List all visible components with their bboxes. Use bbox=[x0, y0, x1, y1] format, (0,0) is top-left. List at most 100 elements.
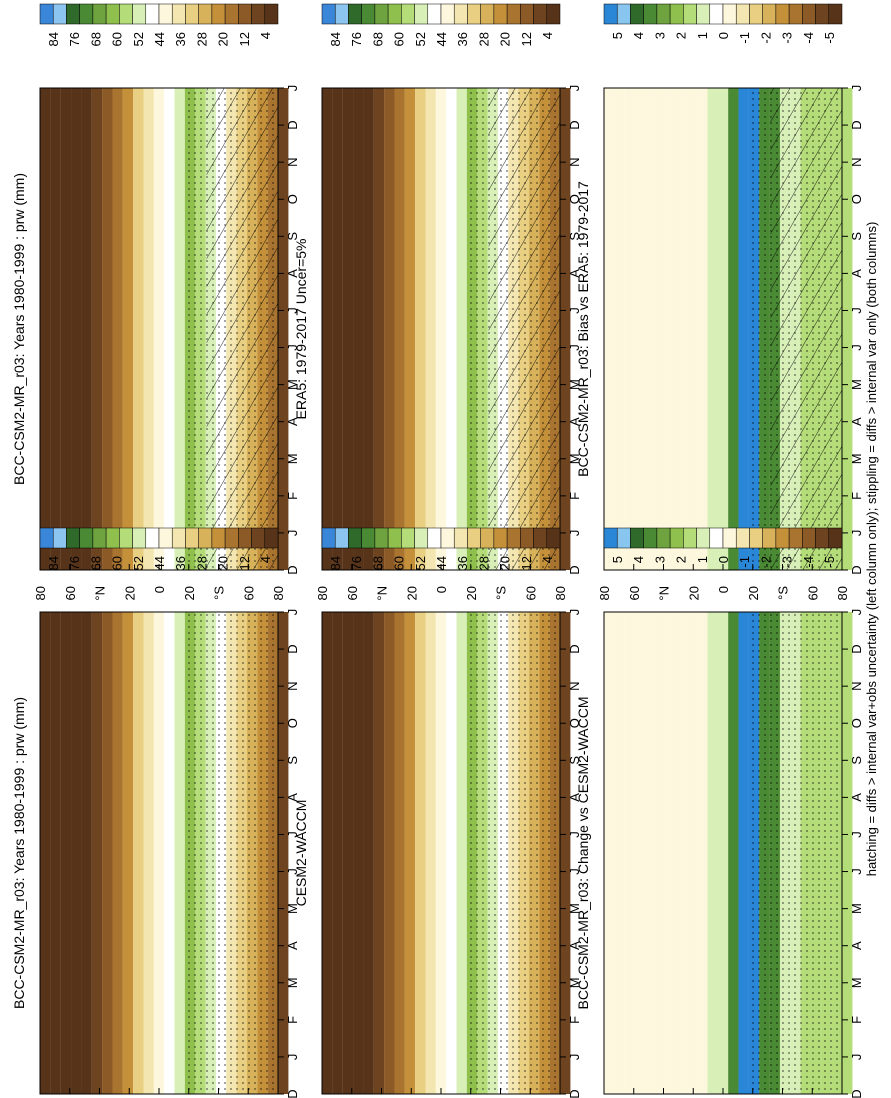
stippling-overlay bbox=[469, 88, 560, 570]
y-tick-label: 60 bbox=[523, 586, 538, 600]
heat-band bbox=[322, 88, 333, 570]
colorbar-swatch bbox=[762, 3, 777, 25]
colorbar-label: 68 bbox=[370, 32, 385, 46]
colorbar-swatch bbox=[334, 527, 349, 549]
heat-band bbox=[81, 88, 92, 570]
x-tick-label: M bbox=[849, 977, 864, 988]
colorbar-swatch bbox=[427, 3, 442, 25]
x-tick-label: M bbox=[849, 379, 864, 390]
x-tick-label: F bbox=[285, 492, 300, 500]
colorbar-swatch bbox=[762, 527, 777, 549]
colorbar-swatch bbox=[158, 3, 173, 25]
colorbar-label: 52 bbox=[413, 32, 428, 46]
colorbar-swatch bbox=[211, 3, 226, 25]
colorbar-swatch bbox=[749, 3, 763, 25]
colorbar-swatch bbox=[264, 3, 279, 25]
colorbar-label: 60 bbox=[110, 32, 125, 46]
colorbar-label: 2 bbox=[674, 556, 689, 563]
colorbar-label: 12 bbox=[519, 32, 534, 46]
colorbar-swatch bbox=[211, 527, 226, 549]
x-tick-label: A bbox=[849, 941, 864, 950]
heat-band bbox=[697, 612, 708, 1094]
x-tick-label: A bbox=[849, 417, 864, 426]
heat-band bbox=[614, 88, 625, 570]
colorbar-label: 44 bbox=[152, 32, 167, 46]
heat-band bbox=[122, 88, 134, 570]
heat-band bbox=[363, 612, 374, 1094]
y-tick-label: 60 bbox=[805, 586, 820, 600]
y-tick-label: 0 bbox=[716, 586, 731, 593]
colorbar-label: 68 bbox=[88, 32, 103, 46]
colorbar-swatch bbox=[440, 527, 455, 549]
colorbar-swatch bbox=[815, 527, 830, 549]
colorbar-swatch bbox=[656, 527, 671, 549]
x-tick-label: J bbox=[285, 868, 300, 875]
colorbar-swatch bbox=[39, 3, 54, 25]
y-tick-label: °S bbox=[212, 586, 227, 600]
colorbar-label: 28 bbox=[194, 556, 209, 570]
colorbar-swatch bbox=[630, 527, 644, 549]
panel-0: BCC-CSM2-MR_r03: Years 1980-1999 : prw (… bbox=[11, 3, 300, 601]
colorbar-label: 28 bbox=[194, 32, 209, 46]
colorbar-label: 4 bbox=[540, 32, 555, 39]
colorbar-swatch bbox=[171, 3, 186, 25]
colorbar-swatch bbox=[493, 3, 508, 25]
colorbar-swatch bbox=[749, 527, 763, 549]
colorbar-swatch bbox=[828, 3, 843, 25]
heat-band bbox=[425, 612, 436, 1094]
colorbar-label: 20 bbox=[216, 556, 231, 570]
colorbar-swatch bbox=[802, 3, 816, 25]
heat-band bbox=[717, 612, 729, 1094]
x-tick-label: M bbox=[285, 977, 300, 988]
colorbar-swatch bbox=[92, 527, 107, 549]
colorbar-swatch bbox=[79, 527, 94, 549]
y-tick-label: 60 bbox=[241, 586, 256, 600]
heat-band bbox=[71, 88, 82, 570]
heat-band bbox=[164, 612, 175, 1094]
colorbar-swatch bbox=[185, 527, 199, 549]
colorbar-swatch bbox=[251, 3, 266, 25]
x-tick-label: D bbox=[567, 565, 582, 574]
heat-band bbox=[60, 612, 72, 1094]
colorbar-label: 84 bbox=[46, 556, 61, 570]
y-tick-label: 80 bbox=[835, 586, 850, 600]
y-tick-label: °N bbox=[375, 586, 390, 601]
panel-1: BCC-CSM2-MR_r03: Years 1980-1999 : prw (… bbox=[11, 527, 300, 1098]
colorbar-label: 2 bbox=[674, 32, 689, 39]
colorbar-label: 68 bbox=[88, 556, 103, 570]
colorbar-swatch bbox=[815, 3, 830, 25]
y-tick-label: 20 bbox=[404, 586, 419, 600]
colorbar-label: 20 bbox=[498, 556, 513, 570]
colorbar-label: 60 bbox=[110, 556, 125, 570]
stippling-overlay bbox=[187, 612, 278, 1094]
y-tick-label: 20 bbox=[122, 586, 137, 600]
colorbar-swatch bbox=[709, 527, 724, 549]
heat-band bbox=[278, 612, 289, 1094]
x-tick-label: F bbox=[567, 492, 582, 500]
colorbar-swatch bbox=[39, 527, 54, 549]
heat-band bbox=[91, 88, 103, 570]
y-tick-label: 80 bbox=[315, 586, 330, 600]
y-tick-label: 20 bbox=[464, 586, 479, 600]
y-tick-label: °N bbox=[657, 586, 672, 601]
heat-band bbox=[676, 88, 687, 570]
colorbar-label: -3 bbox=[780, 556, 795, 568]
colorbar-swatch bbox=[480, 3, 495, 25]
colorbar-swatch bbox=[132, 3, 147, 25]
colorbar-swatch bbox=[616, 527, 631, 549]
colorbar-label: 12 bbox=[237, 556, 252, 570]
heat-band bbox=[435, 88, 447, 570]
heat-band bbox=[102, 612, 113, 1094]
heat-band bbox=[278, 88, 289, 570]
heat-band bbox=[40, 88, 51, 570]
colorbar-swatch bbox=[427, 527, 442, 549]
x-tick-label: J bbox=[567, 1054, 582, 1061]
panel-title: BCC-CSM2-MR_r03: Years 1980-1999 : prw (… bbox=[11, 697, 27, 1009]
colorbar-label: -5 bbox=[822, 556, 837, 568]
heat-band bbox=[624, 88, 636, 570]
x-tick-label: F bbox=[285, 1016, 300, 1024]
colorbar-swatch bbox=[158, 527, 173, 549]
colorbar-swatch bbox=[643, 527, 658, 549]
colorbar-swatch bbox=[533, 3, 548, 25]
x-tick-label: D bbox=[285, 644, 300, 653]
